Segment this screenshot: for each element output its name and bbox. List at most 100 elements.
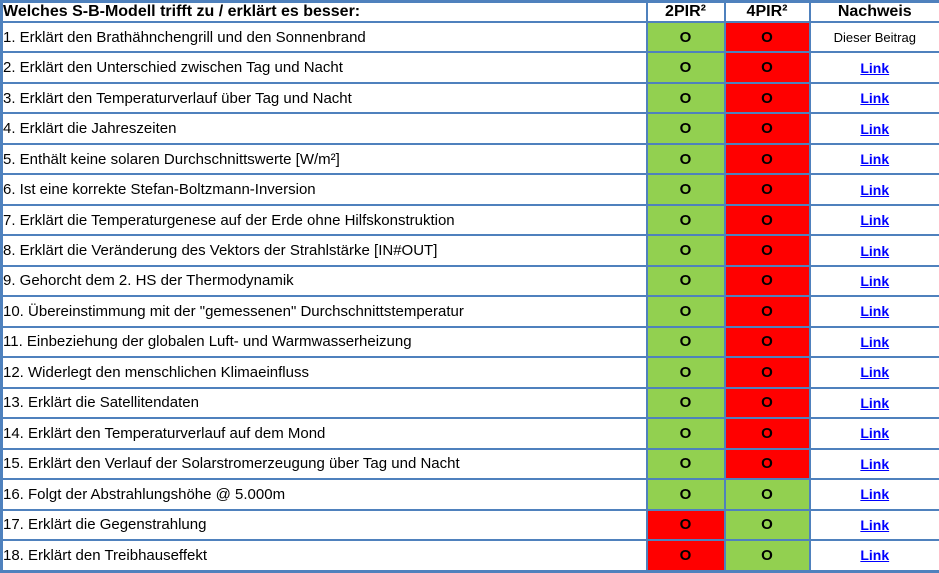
column-header-2pir: 2PIR² — [645, 0, 726, 23]
table-row: 12. Widerlegt den menschlichen Klimaeinf… — [0, 356, 939, 389]
table-row: 11. Einbeziehung der globalen Luft- und … — [0, 325, 939, 359]
table-row: 8. Erklärt die Veränderung des Vektors d… — [0, 234, 939, 267]
table-row: 15. Erklärt den Verlauf der Solarstromer… — [0, 447, 939, 481]
statement-cell: 5. Enthält keine solaren Durchschnittswe… — [0, 142, 648, 176]
statement-cell: 4. Erklärt die Jahreszeiten — [0, 112, 648, 145]
nachweis-cell: Link — [808, 295, 939, 328]
table-row: 16. Folgt der Abstrahlungshöhe @ 5.000m O… — [0, 478, 939, 511]
nachweis-cell: Link — [808, 203, 939, 237]
pir2-marker-cell: O — [645, 112, 726, 145]
statement-cell: 13. Erklärt die Satellitendaten — [0, 386, 648, 420]
nachweis-cell: Link — [808, 386, 939, 420]
nachweis-link[interactable]: Link — [860, 242, 890, 259]
nachweis-cell: Link — [808, 417, 939, 450]
nachweis-text: Dieser Beitrag — [833, 29, 916, 45]
statement-cell: 16. Folgt der Abstrahlungshöhe @ 5.000m — [0, 478, 648, 511]
statement-cell: 11. Einbeziehung der globalen Luft- und … — [0, 325, 648, 359]
pir4-marker-cell: O — [723, 234, 811, 267]
nachweis-link[interactable]: Link — [860, 272, 890, 289]
nachweis-cell: Link — [808, 112, 939, 145]
pir2-marker-cell: O — [645, 295, 726, 328]
header-row: Welches S-B-Modell trifft zu / erklärt e… — [0, 0, 939, 23]
statement-cell: 3. Erklärt den Temperaturverlauf über Ta… — [0, 81, 648, 115]
pir2-marker-cell: O — [645, 20, 726, 54]
pir4-marker-cell: O — [723, 20, 811, 54]
pir4-marker-cell: O — [723, 81, 811, 115]
column-header-nachweis: Nachweis — [808, 0, 939, 23]
pir2-marker-cell: O — [645, 234, 726, 267]
pir2-marker-cell: O — [645, 447, 726, 481]
statement-cell: 18. Erklärt den Treibhauseffekt — [0, 538, 648, 573]
nachweis-link[interactable]: Link — [860, 486, 890, 503]
pir4-marker-cell: O — [723, 173, 811, 206]
table-row: 10. Übereinstimmung mit der "gemessenen"… — [0, 295, 939, 328]
table-row: 6. Ist eine korrekte Stefan-Boltzmann-In… — [0, 173, 939, 206]
nachweis-link[interactable]: Link — [860, 394, 890, 411]
nachweis-cell: Link — [808, 478, 939, 511]
table-row: 3. Erklärt den Temperaturverlauf über Ta… — [0, 81, 939, 115]
pir4-marker-cell: O — [723, 264, 811, 298]
pir4-marker-cell: O — [723, 51, 811, 84]
nachweis-cell: Link — [808, 508, 939, 541]
nachweis-link[interactable]: Link — [860, 547, 890, 564]
pir2-marker-cell: O — [645, 203, 726, 237]
statement-cell: 12. Widerlegt den menschlichen Klimaeinf… — [0, 356, 648, 389]
nachweis-link[interactable]: Link — [860, 181, 890, 198]
table-row: 14. Erklärt den Temperaturverlauf auf de… — [0, 417, 939, 450]
table-row: 7. Erklärt die Temperaturgenese auf der … — [0, 203, 939, 237]
nachweis-link[interactable]: Link — [860, 303, 890, 320]
pir2-marker-cell: O — [645, 417, 726, 450]
nachweis-link[interactable]: Link — [860, 90, 890, 107]
pir4-marker-cell: O — [723, 478, 811, 511]
pir4-marker-cell: O — [723, 142, 811, 176]
pir4-marker-cell: O — [723, 356, 811, 389]
nachweis-cell: Link — [808, 51, 939, 84]
pir4-marker-cell: O — [723, 295, 811, 328]
statement-cell: 14. Erklärt den Temperaturverlauf auf de… — [0, 417, 648, 450]
pir2-marker-cell: O — [645, 538, 726, 573]
statement-cell: 9. Gehorcht dem 2. HS der Thermodynamik — [0, 264, 648, 298]
pir2-marker-cell: O — [645, 81, 726, 115]
nachweis-link[interactable]: Link — [860, 151, 890, 168]
statement-cell: 6. Ist eine korrekte Stefan-Boltzmann-In… — [0, 173, 648, 206]
pir2-marker-cell: O — [645, 325, 726, 359]
nachweis-cell: Link — [808, 173, 939, 206]
statement-cell: 15. Erklärt den Verlauf der Solarstromer… — [0, 447, 648, 481]
pir2-marker-cell: O — [645, 386, 726, 420]
nachweis-link[interactable]: Link — [860, 212, 890, 229]
pir4-marker-cell: O — [723, 325, 811, 359]
nachweis-link[interactable]: Link — [860, 425, 890, 442]
nachweis-cell: Link — [808, 356, 939, 389]
nachweis-link[interactable]: Link — [860, 59, 890, 76]
nachweis-link[interactable]: Link — [860, 333, 890, 350]
table-row: 1. Erklärt den Brathähnchengrill und den… — [0, 20, 939, 54]
nachweis-link[interactable]: Link — [860, 120, 890, 137]
nachweis-cell: Link — [808, 81, 939, 115]
nachweis-cell: Link — [808, 234, 939, 267]
nachweis-link[interactable]: Link — [860, 364, 890, 381]
table-row: 17. Erklärt die Gegenstrahlung O O Link — [0, 508, 939, 541]
pir4-marker-cell: O — [723, 447, 811, 481]
question-header: Welches S-B-Modell trifft zu / erklärt e… — [0, 0, 648, 23]
pir4-marker-cell: O — [723, 417, 811, 450]
pir2-marker-cell: O — [645, 173, 726, 206]
statement-cell: 1. Erklärt den Brathähnchengrill und den… — [0, 20, 648, 54]
pir4-marker-cell: O — [723, 508, 811, 541]
nachweis-link[interactable]: Link — [860, 455, 890, 472]
statement-cell: 10. Übereinstimmung mit der "gemessenen"… — [0, 295, 648, 328]
pir2-marker-cell: O — [645, 508, 726, 541]
pir4-marker-cell: O — [723, 112, 811, 145]
pir2-marker-cell: O — [645, 356, 726, 389]
table-row: 4. Erklärt die Jahreszeiten O O Link — [0, 112, 939, 145]
statement-cell: 2. Erklärt den Unterschied zwischen Tag … — [0, 51, 648, 84]
nachweis-cell: Dieser Beitrag — [808, 20, 939, 54]
nachweis-cell: Link — [808, 325, 939, 359]
pir4-marker-cell: O — [723, 538, 811, 573]
pir4-marker-cell: O — [723, 203, 811, 237]
statement-cell: 17. Erklärt die Gegenstrahlung — [0, 508, 648, 541]
nachweis-link[interactable]: Link — [860, 516, 890, 533]
pir2-marker-cell: O — [645, 478, 726, 511]
table-row: 5. Enthält keine solaren Durchschnittswe… — [0, 142, 939, 176]
statement-cell: 8. Erklärt die Veränderung des Vektors d… — [0, 234, 648, 267]
table-row: 18. Erklärt den Treibhauseffekt O O Link — [0, 538, 939, 573]
